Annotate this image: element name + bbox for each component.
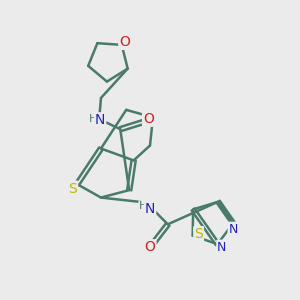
Text: H: H — [139, 202, 148, 212]
Text: S: S — [194, 227, 203, 241]
Text: N: N — [145, 202, 155, 216]
Text: O: O — [119, 35, 130, 49]
Text: N: N — [229, 223, 238, 236]
Text: S: S — [68, 182, 77, 196]
Text: N: N — [217, 241, 226, 254]
Text: H: H — [89, 114, 98, 124]
Text: O: O — [145, 240, 155, 254]
Text: N: N — [95, 113, 105, 127]
Text: O: O — [143, 112, 154, 126]
